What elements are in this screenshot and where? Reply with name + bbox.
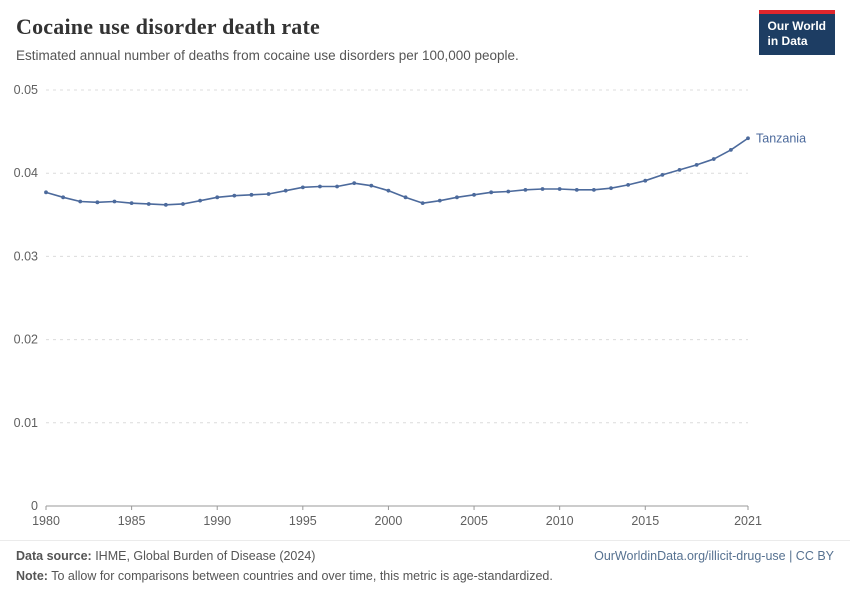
- data-point[interactable]: [626, 182, 631, 187]
- x-tick-label: 2021: [734, 514, 762, 528]
- chart-svg: 0 0.01 0.02 0.03 0.04 0.05 1980 1985 1990 1995 200…: [14, 83, 806, 528]
- data-point[interactable]: [540, 187, 545, 191]
- data-point[interactable]: [198, 198, 202, 203]
- data-point[interactable]: [335, 184, 339, 189]
- x-tick-label: 1985: [118, 514, 146, 528]
- data-point[interactable]: [112, 199, 117, 204]
- data-point[interactable]: [61, 195, 66, 200]
- data-point[interactable]: [249, 192, 254, 197]
- data-point[interactable]: [557, 187, 562, 191]
- data-point[interactable]: [369, 183, 374, 188]
- x-tick-label: 1995: [289, 514, 317, 528]
- data-source: Data source: IHME, Global Burden of Dise…: [16, 549, 315, 563]
- data-point[interactable]: [318, 184, 322, 189]
- data-point[interactable]: [181, 202, 185, 206]
- owid-logo-line1: Our World: [767, 19, 826, 33]
- x-tick-label: 2010: [546, 514, 574, 528]
- data-point[interactable]: [728, 148, 733, 152]
- data-point[interactable]: [574, 187, 579, 192]
- data-point[interactable]: [489, 190, 494, 195]
- data-point[interactable]: [420, 201, 425, 206]
- chart-subtitle: Estimated annual number of deaths from c…: [16, 48, 519, 63]
- data-source-text: IHME, Global Burden of Disease (2024): [91, 549, 316, 563]
- data-point[interactable]: [403, 195, 408, 200]
- data-point[interactable]: [44, 190, 48, 195]
- data-point[interactable]: [609, 186, 613, 191]
- y-tick-label: 0.04: [14, 166, 38, 180]
- data-point[interactable]: [95, 200, 100, 205]
- data-point[interactable]: [694, 162, 699, 167]
- x-tick-label: 2005: [460, 514, 488, 528]
- chart-header: Cocaine use disorder death rate Estimate…: [16, 14, 750, 63]
- data-point[interactable]: [643, 178, 648, 183]
- data-point[interactable]: [592, 187, 596, 192]
- data-point[interactable]: [129, 201, 134, 206]
- x-tick-label: 1980: [32, 514, 60, 528]
- data-point[interactable]: [437, 198, 442, 203]
- data-point[interactable]: [677, 167, 682, 172]
- data-point[interactable]: [386, 188, 391, 193]
- series-line[interactable]: [45, 137, 749, 206]
- note-text: To allow for comparisons between countri…: [47, 569, 553, 583]
- data-source-label: Data source:: [16, 549, 92, 563]
- data-point[interactable]: [283, 188, 288, 193]
- data-point[interactable]: [472, 192, 476, 197]
- data-point[interactable]: [232, 193, 237, 198]
- data-point[interactable]: [455, 195, 459, 200]
- x-tick-label: 1990: [203, 514, 231, 528]
- data-point[interactable]: [78, 199, 83, 204]
- x-tick-label: 2015: [631, 514, 659, 528]
- data-point[interactable]: [746, 136, 750, 141]
- y-tick-label: 0: [31, 499, 38, 513]
- data-point[interactable]: [523, 187, 528, 192]
- y-tick-label: 0.05: [14, 83, 38, 97]
- owid-logo[interactable]: Our World in Data: [758, 10, 835, 55]
- data-point[interactable]: [352, 181, 357, 186]
- chart-note: Note: To allow for comparisons between c…: [16, 569, 834, 583]
- y-tick-label: 0.01: [14, 416, 38, 430]
- data-point[interactable]: [300, 185, 305, 190]
- note-label: Note:: [16, 569, 48, 583]
- y-tick-label: 0.02: [14, 333, 38, 347]
- line-chart: 0 0.01 0.02 0.03 0.04 0.05 1980 1985 1990 1995 200…: [0, 78, 850, 538]
- x-tick-label: 2000: [375, 514, 403, 528]
- data-point[interactable]: [163, 202, 168, 207]
- page-title: Cocaine use disorder death rate: [16, 14, 320, 39]
- data-point[interactable]: [711, 157, 716, 161]
- series-end-label[interactable]: Tanzania: [756, 131, 806, 145]
- data-point[interactable]: [266, 192, 271, 196]
- owid-logo-line2: in Data: [767, 34, 808, 48]
- y-tick-label: 0.03: [14, 249, 38, 263]
- data-point[interactable]: [215, 195, 220, 200]
- owid-license-link[interactable]: OurWorldinData.org/illicit-drug-use | CC…: [594, 549, 834, 563]
- chart-footer: Data source: IHME, Global Burden of Dise…: [0, 540, 850, 583]
- data-point[interactable]: [146, 202, 151, 206]
- data-point[interactable]: [660, 172, 665, 177]
- data-point[interactable]: [506, 189, 511, 194]
